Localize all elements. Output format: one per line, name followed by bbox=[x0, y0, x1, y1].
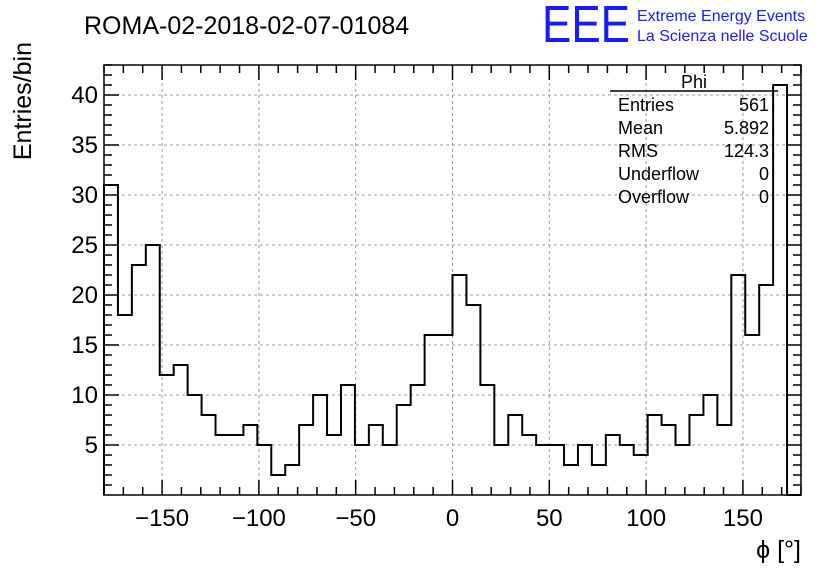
run-title: ROMA-02-2018-02-07-01084 bbox=[84, 12, 409, 40]
y-tick-label: 40 bbox=[71, 82, 98, 109]
y-tick-label: 5 bbox=[85, 432, 98, 459]
x-tick-label: −150 bbox=[135, 505, 189, 532]
stats-value: 124.3 bbox=[724, 141, 769, 161]
stats-label: Mean bbox=[618, 118, 663, 138]
logo-text: EEE bbox=[542, 0, 630, 54]
x-tick-label: 100 bbox=[626, 505, 666, 532]
y-axis-label: Entries/bin bbox=[9, 42, 37, 160]
stats-value: 0 bbox=[759, 164, 769, 184]
axis-ticks bbox=[103, 64, 802, 495]
stats-value: 5.892 bbox=[724, 118, 769, 138]
logo-line-2: La Scienza nelle Scuole bbox=[637, 28, 808, 45]
logo-line-1: Extreme Energy Events bbox=[637, 8, 805, 25]
stats-label: Overflow bbox=[618, 187, 690, 207]
x-axis-label: ϕ [°] bbox=[756, 536, 801, 564]
y-tick-label: 35 bbox=[71, 132, 98, 159]
y-tick-label: 10 bbox=[71, 382, 98, 409]
stats-box: Phi Entries 561 Mean 5.892 RMS 124.3 Underflow… bbox=[610, 72, 778, 207]
y-tick-labels: 5 10 15 20 25 30 35 40 bbox=[71, 82, 98, 459]
stats-value: 561 bbox=[739, 95, 769, 115]
stats-label: Entries bbox=[618, 95, 674, 115]
x-tick-label: 150 bbox=[723, 505, 763, 532]
y-tick-label: 15 bbox=[71, 332, 98, 359]
y-tick-label: 20 bbox=[71, 282, 98, 309]
y-tick-label: 25 bbox=[71, 232, 98, 259]
x-tick-label: 50 bbox=[536, 505, 563, 532]
histogram-outline bbox=[103, 84, 801, 496]
x-tick-label: −100 bbox=[232, 505, 286, 532]
stats-title: Phi bbox=[681, 72, 707, 92]
x-tick-labels: −150 −100 −50 0 50 100 150 bbox=[135, 505, 763, 532]
x-tick-label: 0 bbox=[446, 505, 459, 532]
stats-label: RMS bbox=[618, 141, 658, 161]
x-tick-label: −50 bbox=[335, 505, 376, 532]
eee-logo: EEE Extreme Energy Events La Scienza nel… bbox=[542, 0, 808, 54]
stats-label: Underflow bbox=[618, 164, 700, 184]
stats-value: 0 bbox=[759, 187, 769, 207]
y-tick-label: 30 bbox=[71, 182, 98, 209]
